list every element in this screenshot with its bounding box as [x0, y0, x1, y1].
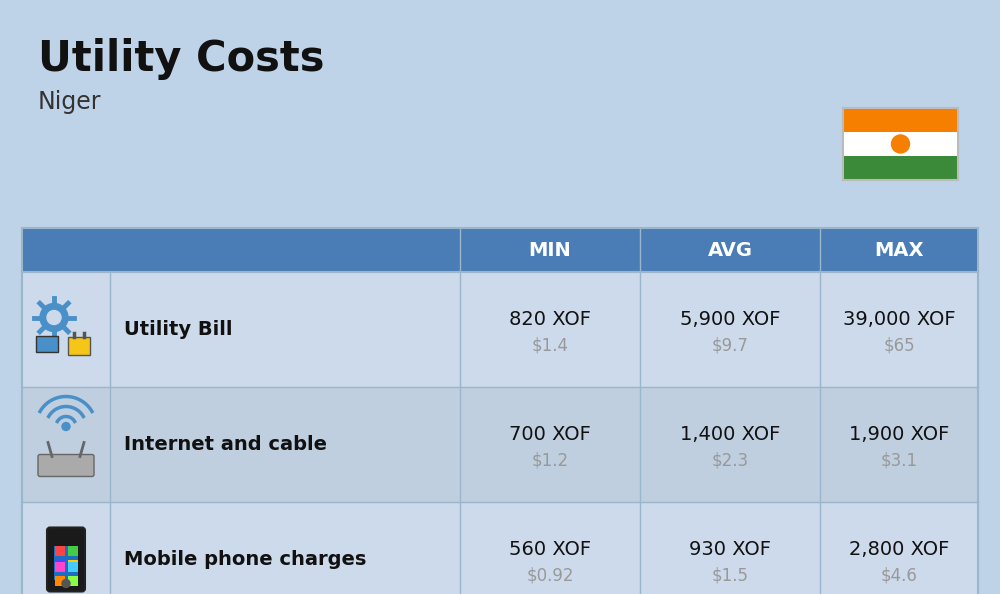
Text: Niger: Niger	[38, 90, 102, 114]
Circle shape	[892, 135, 910, 153]
Bar	[68, 560, 78, 570]
Bar	[36, 336, 58, 352]
Text: 1,900 XOF: 1,900 XOF	[849, 425, 949, 444]
Bar	[68, 576, 78, 586]
Bar	[22, 272, 978, 387]
Text: Utility Bill: Utility Bill	[124, 320, 232, 339]
Bar	[843, 156, 958, 180]
Text: 5,900 XOF: 5,900 XOF	[680, 310, 780, 329]
Circle shape	[47, 311, 61, 324]
Circle shape	[40, 304, 68, 331]
Text: MIN: MIN	[529, 241, 571, 260]
Text: Utility Costs: Utility Costs	[38, 38, 324, 80]
Bar	[68, 545, 78, 555]
Text: $1.5: $1.5	[712, 567, 748, 584]
Text: $3.1: $3.1	[880, 451, 918, 469]
Text: 1,400 XOF: 1,400 XOF	[680, 425, 780, 444]
Text: 700 XOF: 700 XOF	[509, 425, 591, 444]
Text: $9.7: $9.7	[712, 336, 748, 355]
Bar	[843, 108, 958, 132]
Text: $4.6: $4.6	[881, 567, 917, 584]
Text: 39,000 XOF: 39,000 XOF	[843, 310, 955, 329]
Text: $0.92: $0.92	[526, 567, 574, 584]
Text: $2.3: $2.3	[711, 451, 749, 469]
Text: Internet and cable: Internet and cable	[124, 435, 327, 454]
Bar	[55, 561, 65, 571]
Bar	[22, 387, 978, 502]
Text: 560 XOF: 560 XOF	[509, 540, 591, 559]
Text: 820 XOF: 820 XOF	[509, 310, 591, 329]
Bar	[68, 336, 90, 355]
Text: Mobile phone charges: Mobile phone charges	[124, 550, 366, 569]
Bar	[843, 132, 958, 156]
Text: AVG: AVG	[708, 241, 753, 260]
Bar	[22, 502, 978, 594]
Bar	[55, 545, 65, 555]
Text: $1.2: $1.2	[531, 451, 569, 469]
Bar	[22, 228, 978, 272]
Text: $65: $65	[883, 336, 915, 355]
FancyBboxPatch shape	[47, 527, 85, 592]
Circle shape	[62, 422, 70, 431]
Text: 930 XOF: 930 XOF	[689, 540, 771, 559]
Bar	[68, 561, 78, 571]
Text: $1.4: $1.4	[532, 336, 568, 355]
Text: 2,800 XOF: 2,800 XOF	[849, 540, 949, 559]
Bar	[843, 108, 958, 180]
FancyBboxPatch shape	[38, 454, 94, 476]
Bar	[55, 560, 65, 570]
Circle shape	[62, 580, 70, 587]
Bar	[55, 576, 65, 586]
Text: MAX: MAX	[874, 241, 924, 260]
Bar	[54, 545, 78, 580]
